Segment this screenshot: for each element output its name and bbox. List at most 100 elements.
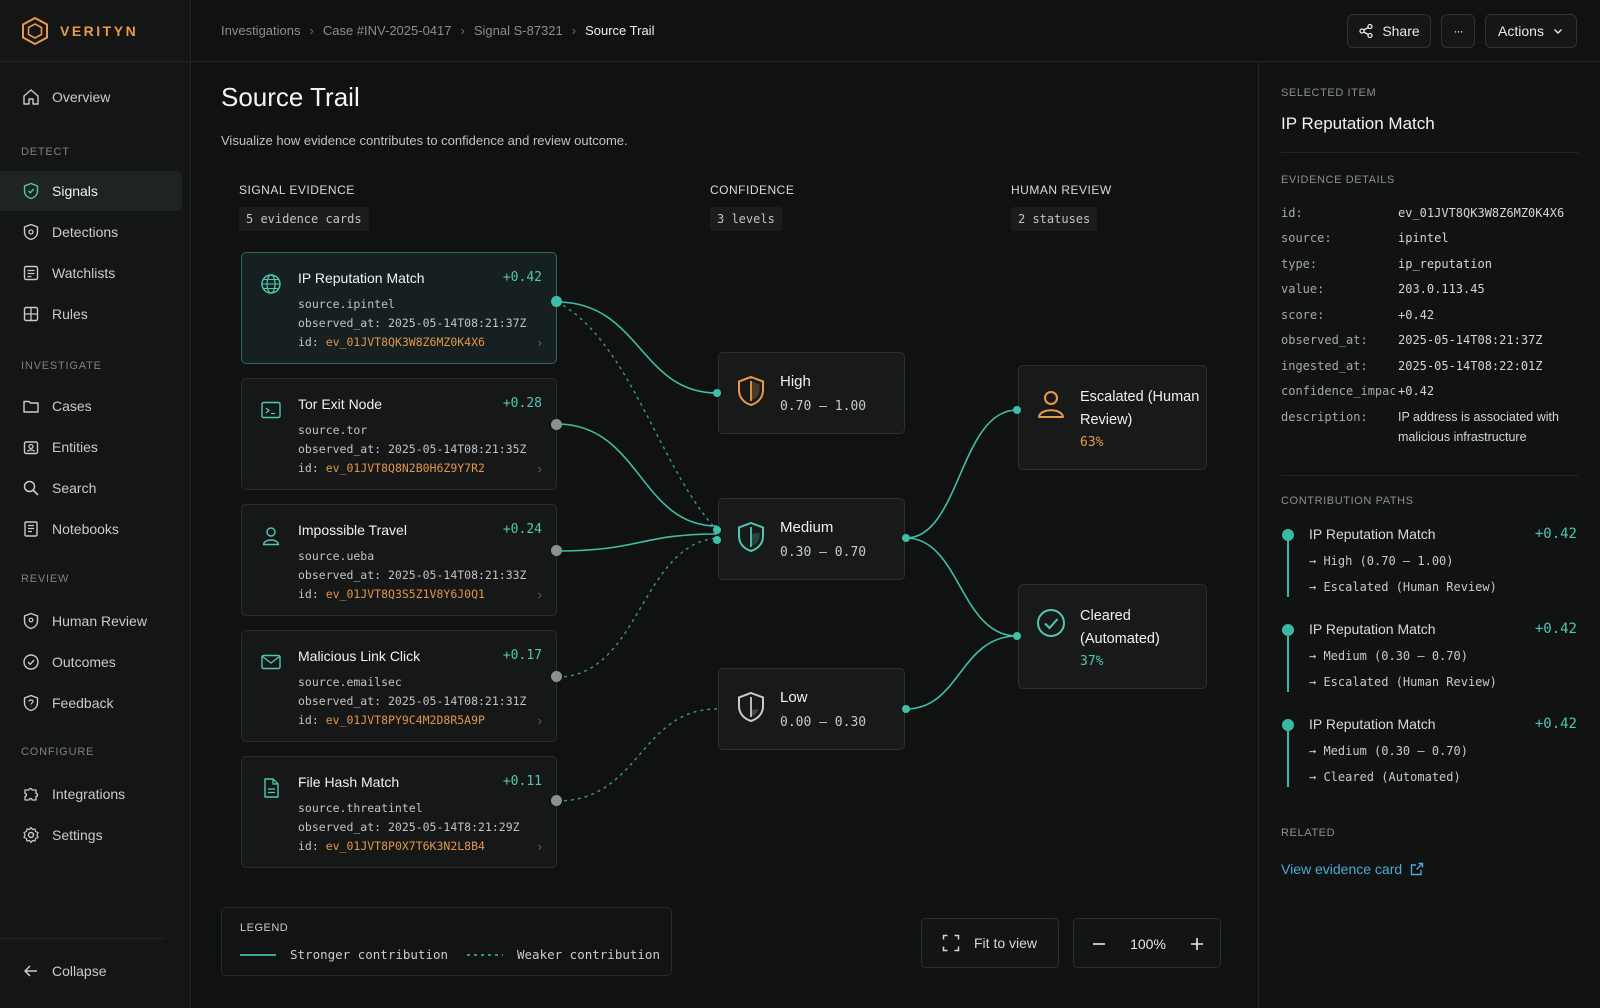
sidebar-item-outcomes[interactable]: Outcomes: [0, 642, 182, 682]
sidebar-item-watchlists[interactable]: Watchlists: [0, 253, 182, 293]
detail-value: 203.0.113.45: [1398, 282, 1485, 296]
page-subtitle: Visualize how evidence contributes to co…: [221, 133, 628, 148]
evidence-card-impossible-travel[interactable]: Impossible Travel +0.24 source.ueba obse…: [241, 504, 557, 616]
sidebar-item-label: Human Review: [52, 613, 147, 629]
selected-item-title: IP Reputation Match: [1281, 114, 1435, 133]
sidebar-item-cases[interactable]: Cases: [0, 386, 182, 426]
target-icon: [22, 653, 40, 671]
connector-travel-medium: [556, 533, 718, 552]
path-step: → Medium (0.30 – 0.70): [1309, 744, 1468, 758]
sidebar-item-rules[interactable]: Rules: [0, 294, 182, 334]
evidence-card-tor-exit[interactable]: Tor Exit Node +0.28 source.tor observed_…: [241, 378, 557, 490]
sidebar-item-signals[interactable]: Signals: [0, 171, 182, 211]
brand[interactable]: VERITYN: [0, 0, 190, 62]
more-button[interactable]: ···: [1441, 14, 1475, 48]
sidebar-item-notebooks[interactable]: Notebooks: [0, 509, 182, 549]
view-evidence-card-label: View evidence card: [1281, 861, 1403, 877]
evidence-card-ip-reputation[interactable]: IP Reputation Match +0.42 source.ipintel…: [241, 252, 557, 364]
port-malicious-link[interactable]: [551, 671, 562, 682]
sidebar: VERITYN DETECT INVESTIGATE REVIEW CONFIG…: [0, 0, 191, 1008]
related-label: RELATED: [1281, 827, 1336, 839]
path-score: +0.42: [1534, 526, 1577, 542]
breadcrumb-investigations[interactable]: Investigations: [221, 23, 301, 38]
sidebar-item-overview[interactable]: Overview: [0, 77, 182, 117]
review-card-cleared[interactable]: Cleared (Automated) 37%: [1018, 584, 1207, 689]
detail-key: confidence_impact:: [1281, 384, 1395, 398]
sidebar-item-entities[interactable]: Entities: [0, 427, 182, 467]
sidebar-item-search[interactable]: Search: [0, 468, 182, 508]
sidebar-item-settings[interactable]: Settings: [0, 815, 182, 855]
breadcrumb-current: Source Trail: [585, 23, 655, 38]
collapse-button[interactable]: Collapse: [0, 951, 182, 991]
detail-value: IP address is associated with malicious …: [1398, 410, 1559, 444]
detail-value: 2025-05-14T08:22:01Z: [1398, 359, 1543, 373]
chevron-right-icon: ›: [309, 23, 314, 38]
port-file-hash[interactable]: [551, 795, 562, 806]
confidence-count-chip: 3 levels: [710, 207, 782, 231]
evidence-card-file-hash[interactable]: File Hash Match +0.11 source.threatintel…: [241, 756, 557, 868]
arrow-left-icon: [22, 962, 40, 980]
column-heading-confidence: CONFIDENCE: [710, 183, 795, 197]
list-icon: [22, 264, 40, 282]
evidence-score: +0.24: [502, 522, 542, 537]
port-low-out: [902, 705, 910, 713]
sidebar-item-integrations[interactable]: Integrations: [0, 774, 182, 814]
port-impossible-travel[interactable]: [551, 545, 562, 556]
evidence-source: source.ipintel: [298, 297, 395, 311]
review-card-escalated[interactable]: Escalated (Human Review) 63%: [1018, 365, 1207, 470]
page-title: Source Trail: [221, 82, 360, 112]
home-icon: [22, 88, 40, 106]
sidebar-item-label: Entities: [52, 439, 98, 455]
port-ip-reputation[interactable]: [551, 296, 562, 307]
path-line: [1287, 636, 1289, 692]
path-line: [1287, 541, 1289, 597]
evidence-score: +0.42: [502, 270, 542, 285]
shield-icon: [22, 182, 40, 200]
evidence-id: id: ev_01JVT8Q8N2B0H6Z9Y7R2: [298, 461, 485, 475]
sidebar-item-feedback[interactable]: Feedback: [0, 683, 182, 723]
view-evidence-card-link[interactable]: View evidence card: [1281, 861, 1424, 877]
confidence-card-high[interactable]: High 0.70 – 1.00: [718, 352, 905, 434]
legend-weak-label: Weaker contribution: [517, 947, 660, 962]
zoom-in-button[interactable]: [1172, 919, 1222, 969]
evidence-score: +0.17: [502, 648, 542, 663]
nav-group-detect: DETECT: [21, 146, 70, 158]
fit-view-icon: [942, 934, 960, 952]
path-score: +0.42: [1534, 621, 1577, 637]
review-percentage: 37%: [1080, 654, 1104, 669]
connector-medium-escalated: [905, 409, 1018, 539]
breadcrumb-signal[interactable]: Signal S-87321: [473, 23, 563, 38]
sidebar-item-human-review[interactable]: Human Review: [0, 601, 182, 641]
notebook-icon: [22, 520, 40, 538]
contribution-paths-label: CONTRIBUTION PATHS: [1281, 495, 1414, 507]
sidebar-item-label: Detections: [52, 224, 119, 240]
confidence-title: Medium: [780, 519, 834, 536]
sidebar-item-detections[interactable]: Detections: [0, 212, 182, 252]
chevron-right-icon: ›: [537, 335, 542, 350]
legend-heading: LEGEND: [240, 922, 289, 934]
actions-button[interactable]: Actions: [1485, 14, 1577, 48]
share-button[interactable]: Share: [1347, 14, 1431, 48]
path-title: IP Reputation Match: [1309, 716, 1436, 732]
breadcrumb-case[interactable]: Case #INV-2025-0417: [322, 23, 452, 38]
chevron-right-icon: ›: [537, 587, 542, 602]
sidebar-item-label: Search: [52, 480, 97, 496]
confidence-card-medium[interactable]: Medium 0.30 – 0.70: [718, 498, 905, 580]
evidence-source: source.tor: [298, 423, 368, 437]
user-icon: [262, 527, 280, 546]
mail-icon: [261, 654, 281, 670]
detail-value: ipintel: [1398, 231, 1449, 245]
detail-value: ev_01JVT8QK3W8Z6MZ0K4X6: [1398, 206, 1565, 220]
evidence-card-malicious-link[interactable]: Malicious Link Click +0.17 source.emails…: [241, 630, 557, 742]
panel-divider: [1281, 475, 1578, 476]
confidence-card-low[interactable]: Low 0.00 – 0.30: [718, 668, 905, 750]
zoom-out-button[interactable]: [1074, 919, 1124, 969]
nav-group-investigate: INVESTIGATE: [21, 360, 102, 372]
port-tor-exit[interactable]: [551, 419, 562, 430]
evidence-observed: observed_at: 2025-05-14T08:21:37Z: [298, 316, 527, 330]
evidence-source: source.threatintel: [298, 801, 423, 815]
chevron-right-icon: ›: [537, 713, 542, 728]
sidebar-divider: [0, 938, 165, 939]
fit-to-view-button[interactable]: Fit to view: [921, 918, 1059, 968]
evidence-source: source.ueba: [298, 549, 375, 563]
